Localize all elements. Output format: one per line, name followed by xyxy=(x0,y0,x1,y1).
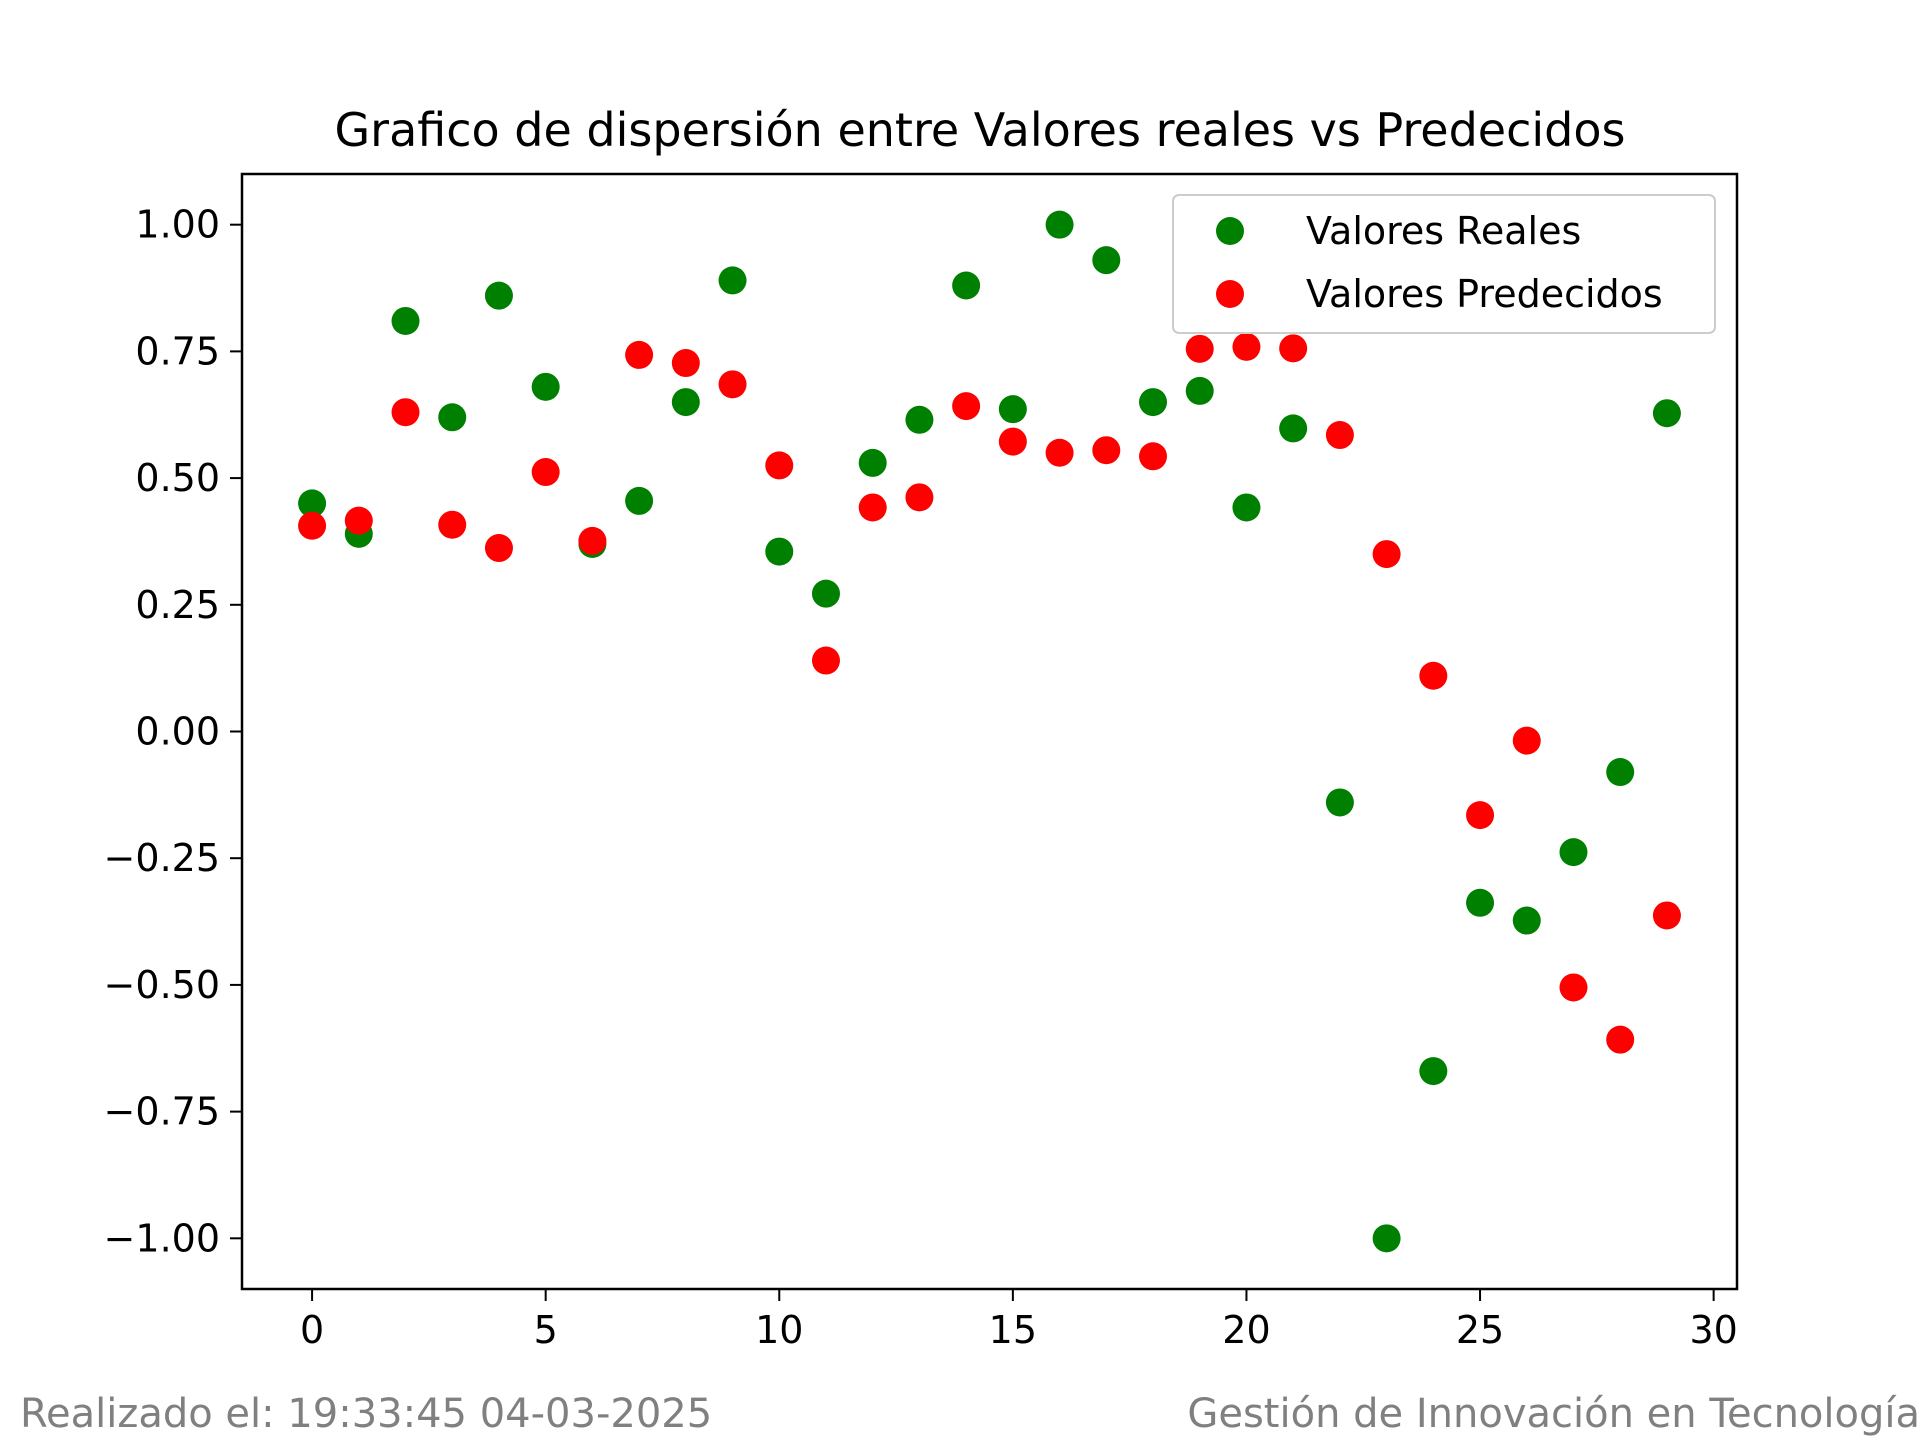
data-point xyxy=(1652,399,1681,428)
data-point xyxy=(298,511,327,540)
data-point xyxy=(858,448,887,477)
data-point xyxy=(484,534,513,563)
y-tick-label: 0.25 xyxy=(135,583,220,627)
legend-label: Valores Predecidos xyxy=(1306,272,1663,316)
data-point xyxy=(484,281,513,310)
data-point xyxy=(811,646,840,675)
data-point xyxy=(858,493,887,522)
data-point xyxy=(1139,388,1168,417)
data-point xyxy=(1606,758,1635,787)
data-point xyxy=(952,392,981,421)
data-point xyxy=(298,489,327,518)
data-point xyxy=(1232,332,1261,361)
x-tick-label: 15 xyxy=(989,1308,1037,1352)
data-point xyxy=(1092,436,1121,465)
data-point xyxy=(1325,788,1354,817)
data-point xyxy=(1045,438,1074,467)
series-valores-predecidos xyxy=(298,332,1681,1054)
data-point xyxy=(1232,493,1261,522)
data-point xyxy=(718,370,747,399)
data-point xyxy=(765,537,794,566)
data-point xyxy=(1045,210,1074,239)
data-point xyxy=(1185,376,1214,405)
data-point xyxy=(952,271,981,300)
x-tick-label: 0 xyxy=(300,1308,324,1352)
data-point xyxy=(438,510,467,539)
legend: Valores Reales Valores Predecidos xyxy=(1172,194,1716,334)
plot-area-frame xyxy=(240,172,1739,1291)
data-point xyxy=(1372,540,1401,569)
data-point xyxy=(1512,726,1541,755)
data-point xyxy=(438,403,467,432)
chart-title: Grafico de dispersión entre Valores real… xyxy=(335,103,1626,157)
y-tick-label: −1.00 xyxy=(104,1216,220,1260)
y-axis: 1.00 0.75 0.50 0.25 0.00 −0.25 −0.50 −0.75 −1.00 xyxy=(104,203,242,1260)
data-point xyxy=(625,340,654,369)
data-point xyxy=(1559,973,1588,1002)
y-tick-label: −0.50 xyxy=(104,963,220,1007)
data-point xyxy=(1279,414,1308,443)
y-tick-label: 0.00 xyxy=(135,710,220,754)
y-tick-label: −0.25 xyxy=(104,836,220,880)
x-tick-label: 30 xyxy=(1689,1308,1737,1352)
data-point xyxy=(578,526,607,555)
x-tick-label: 20 xyxy=(1222,1308,1270,1352)
data-point xyxy=(391,306,420,335)
data-point xyxy=(1372,1224,1401,1253)
data-point xyxy=(1606,1025,1635,1054)
data-point xyxy=(1325,421,1354,450)
data-point xyxy=(1466,888,1495,917)
data-point xyxy=(765,451,794,480)
data-point xyxy=(718,266,747,295)
plot-points xyxy=(298,210,1681,1253)
data-point xyxy=(391,398,420,427)
series-valores-reales xyxy=(298,210,1681,1253)
data-point xyxy=(998,427,1027,456)
data-point xyxy=(625,486,654,515)
data-point xyxy=(1092,246,1121,275)
x-axis: 0 5 10 15 20 25 30 xyxy=(300,1289,1738,1352)
data-point xyxy=(1559,838,1588,867)
y-tick-label: −0.75 xyxy=(104,1090,220,1134)
legend-marker xyxy=(1216,217,1244,245)
data-point xyxy=(531,372,560,401)
data-point xyxy=(671,388,700,417)
data-point xyxy=(1279,334,1308,363)
data-point xyxy=(1139,442,1168,471)
y-tick-label: 0.50 xyxy=(135,456,220,500)
footer-timestamp: Realizado el: 19:33:45 04-03-2025 xyxy=(20,1391,713,1437)
data-point xyxy=(998,395,1027,424)
legend-marker xyxy=(1216,280,1244,308)
x-tick-label: 25 xyxy=(1456,1308,1504,1352)
data-point xyxy=(531,458,560,487)
data-point xyxy=(1185,334,1214,363)
footer-organization: Gestión de Innovación en Tecnología xyxy=(1187,1391,1920,1437)
x-tick-label: 5 xyxy=(534,1308,558,1352)
data-point xyxy=(905,405,934,434)
data-point xyxy=(905,483,934,512)
legend-box xyxy=(1172,194,1716,334)
data-point xyxy=(344,506,373,535)
data-point xyxy=(1652,901,1681,930)
y-tick-label: 1.00 xyxy=(135,203,220,247)
legend-label: Valores Reales xyxy=(1306,209,1581,253)
data-point xyxy=(1419,661,1448,690)
data-point xyxy=(811,579,840,608)
x-tick-label: 10 xyxy=(755,1308,803,1352)
data-point xyxy=(671,349,700,378)
y-tick-label: 0.75 xyxy=(135,329,220,373)
data-point xyxy=(1419,1057,1448,1086)
data-point xyxy=(1466,801,1495,830)
data-point xyxy=(1512,906,1541,935)
